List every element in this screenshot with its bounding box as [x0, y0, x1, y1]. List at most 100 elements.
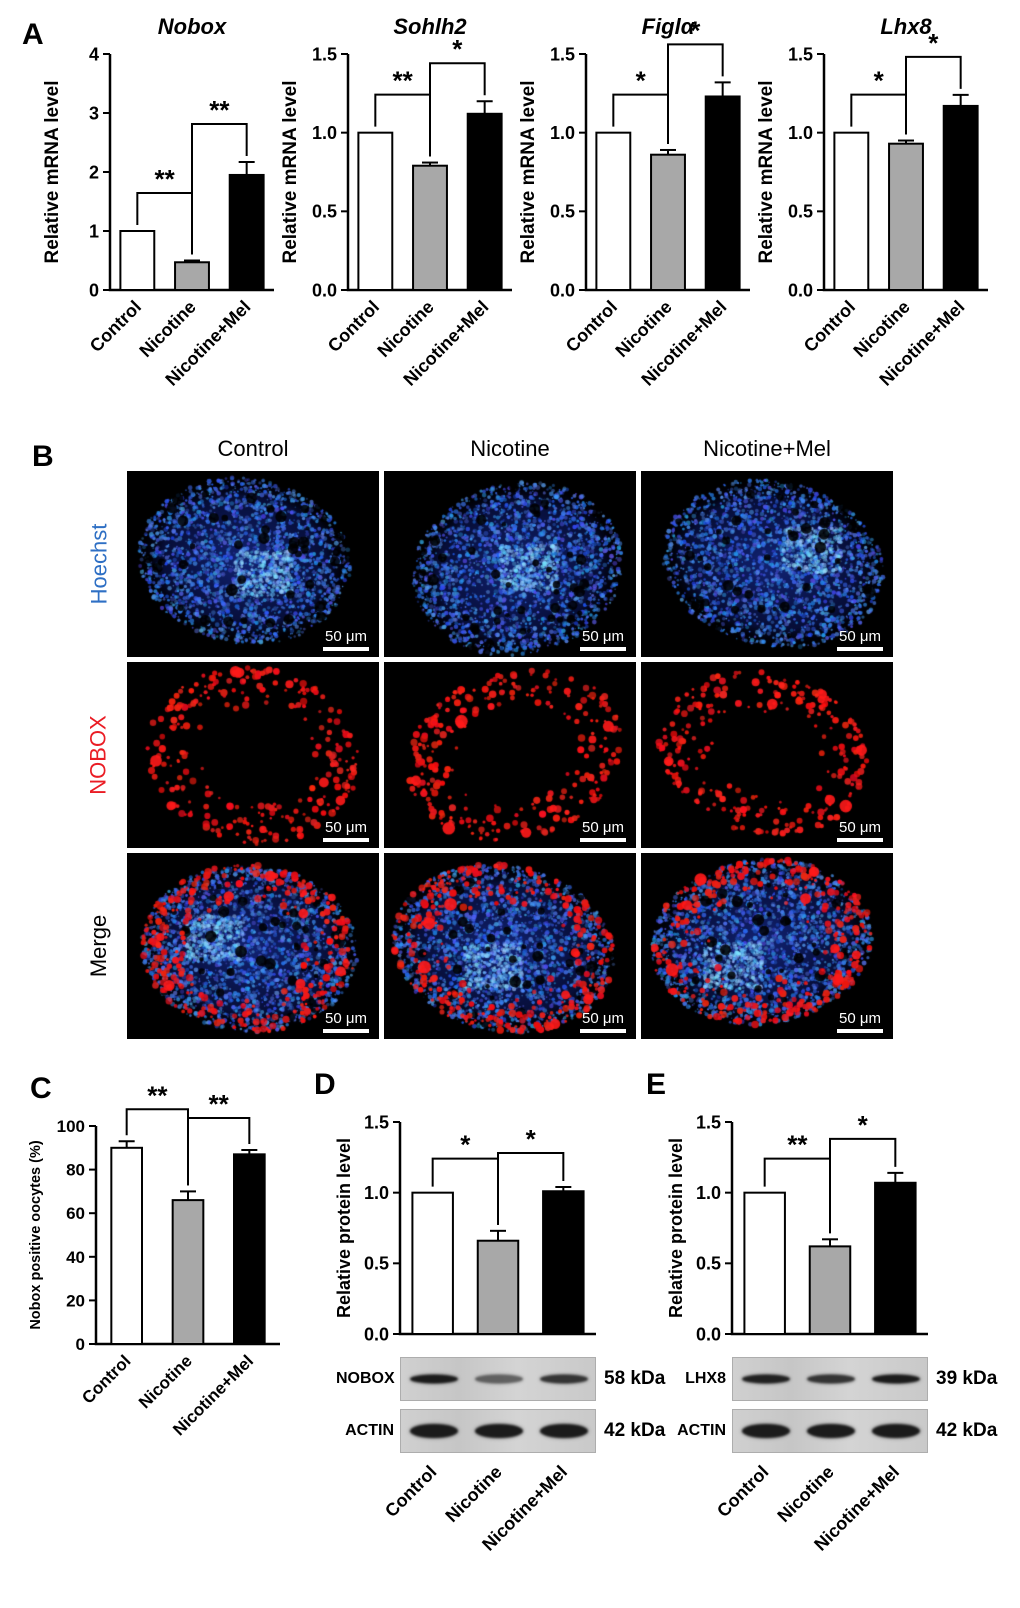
blot-row-actin: ACTIN 42 kDa — [668, 1409, 997, 1453]
micrograph-image — [641, 853, 893, 1039]
blot-kda-label: 42 kDa — [936, 1420, 998, 1441]
scale-bar-label: 50 μm — [325, 1010, 367, 1027]
panel-d: D 0.0 0.5 1.0 1.5 Relative protein level * * N… — [314, 1066, 665, 1572]
micrograph-image — [127, 471, 379, 657]
grid-corner — [76, 436, 122, 466]
micrograph-hoechst-nicotine-mel: 50 μm — [641, 471, 893, 657]
blot-band — [409, 1374, 458, 1384]
scale-bar: 50 μm — [837, 1010, 883, 1033]
y-tick-label: 0 — [89, 280, 99, 300]
chart-title: Lhx8 — [880, 14, 932, 39]
panel-d-content: 0.0 0.5 1.0 1.5 Relative protein level * * NOB… — [334, 1080, 665, 1572]
y-tick-label: 1.5 — [550, 44, 575, 64]
blot-lane-labels-d: Control Nicotine Nicotine+Mel — [336, 1455, 665, 1572]
x-category-label: Control — [713, 1462, 772, 1521]
significance-stars: ** — [154, 164, 175, 194]
blot-band — [741, 1424, 790, 1438]
y-tick-label: 60 — [66, 1204, 85, 1223]
blot-row-actin: ACTIN 42 kDa — [336, 1409, 665, 1453]
significance-stars: * — [858, 1110, 869, 1140]
y-tick-label: 1.0 — [788, 123, 813, 143]
blot-band — [807, 1424, 855, 1438]
bar-control — [411, 1191, 454, 1335]
micrograph-image — [384, 853, 636, 1039]
bar-control — [110, 1146, 144, 1345]
blot-band — [741, 1374, 790, 1384]
significance-bracket — [904, 55, 962, 135]
bar-nicotine-mel — [233, 1153, 266, 1345]
y-tick-label: 0.0 — [364, 1324, 389, 1342]
blot-kda-label: 39 kDa — [936, 1368, 998, 1389]
scale-bar-label: 50 μm — [582, 628, 624, 645]
scale-bar-label: 50 μm — [582, 819, 624, 836]
scale-bar: 50 μm — [580, 819, 626, 842]
y-tick-label: 2 — [89, 162, 99, 182]
y-tick-label: 4 — [89, 44, 99, 64]
panel-e-letter: E — [646, 1068, 667, 1101]
scale-bar-label: 50 μm — [839, 628, 881, 645]
micrograph-merge-control: 50 μm — [127, 853, 379, 1039]
x-category-label: Control — [381, 1462, 440, 1521]
chart-svg-nobox-positive-oocytes: 0 20 40 60 80 100 Nobox positive oocytes (%) **… — [28, 1080, 280, 1439]
significance-stars: * — [690, 15, 701, 45]
bar-control — [833, 131, 869, 291]
panel-c: C 0 20 40 60 80 100 Nobox positive oocytes (%)… — [24, 1066, 288, 1457]
micrograph-nobox-nicotine: 50 μm — [384, 662, 636, 848]
panel-e: E 0.0 0.5 1.0 1.5 Relative protein level ** * … — [646, 1066, 997, 1572]
chart-figla-mrna: Figlα 0.0 0.5 1.0 1.5 Relative mRNA level * * Co… — [518, 6, 758, 409]
significance-stars: * — [526, 1124, 537, 1154]
bar-nicotine-mel — [704, 95, 741, 292]
y-tick-label: 0.5 — [312, 202, 337, 222]
bar-nicotine-mel — [942, 104, 979, 291]
significance-stars: ** — [209, 1089, 230, 1119]
scale-bar-line — [580, 838, 626, 842]
micrograph-hoechst-control: 50 μm — [127, 471, 379, 657]
bar-control — [595, 131, 631, 291]
significance-bracket — [829, 1137, 897, 1234]
scale-bar-line — [837, 647, 883, 651]
scale-bar: 50 μm — [837, 628, 883, 651]
y-tick-label: 0.0 — [788, 280, 813, 300]
y-axis-label: Relative mRNA level — [758, 80, 777, 263]
blot-band — [475, 1374, 523, 1384]
x-category-label: Control — [78, 1351, 134, 1407]
blot-lane-labels-e: Control Nicotine Nicotine+Mel — [668, 1455, 997, 1572]
chart-title: Sohlh2 — [393, 14, 467, 39]
bar-nicotine — [476, 1239, 520, 1335]
blot-band — [807, 1374, 855, 1384]
blot-band — [475, 1424, 523, 1438]
significance-stars: * — [928, 28, 939, 58]
significance-bracket — [190, 122, 248, 255]
micrograph-merge-nicotine: 50 μm — [384, 853, 636, 1039]
column-header-nicotine: Nicotine — [470, 436, 550, 461]
blot-band — [872, 1424, 921, 1438]
scale-bar-label: 50 μm — [839, 819, 881, 836]
scale-bar-line — [323, 647, 369, 651]
y-tick-label: 0.5 — [696, 1254, 721, 1274]
row-label-text: Hoechst — [86, 523, 111, 605]
chart-nobox-protein: 0.0 0.5 1.0 1.5 Relative protein level * * — [334, 1080, 665, 1347]
y-tick-label: 0 — [76, 1335, 85, 1354]
panel-a-letter: A — [22, 18, 44, 51]
micrograph-image — [641, 662, 893, 848]
scale-bar-line — [837, 1029, 883, 1033]
chart-sohlh2-mrna: Sohlh2 0.0 0.5 1.0 1.5 Relative mRNA level ** *… — [280, 6, 520, 409]
y-tick-label: 0.5 — [364, 1254, 389, 1274]
micrograph-merge-nicotine-mel: 50 μm — [641, 853, 893, 1039]
blot-kda-label: 42 kDa — [604, 1420, 666, 1441]
bar-nicotine — [171, 1199, 205, 1346]
bar-nicotine-mel — [228, 173, 265, 291]
bar-control — [357, 131, 393, 291]
micrograph-grid: Control Nicotine Nicotine+Mel Hoechst 50 μm 5… — [76, 436, 893, 1039]
blot-band — [409, 1424, 458, 1438]
micrograph-nobox-nicotine-mel: 50 μm — [641, 662, 893, 848]
scale-bar-label: 50 μm — [839, 1010, 881, 1027]
micrograph-image — [384, 471, 636, 657]
chart-svg-nobox-protein: 0.0 0.5 1.0 1.5 Relative protein level * * — [334, 1112, 596, 1344]
blot-image-nobox — [400, 1357, 596, 1401]
scale-bar-label: 50 μm — [325, 819, 367, 836]
significance-stars: ** — [209, 95, 230, 125]
